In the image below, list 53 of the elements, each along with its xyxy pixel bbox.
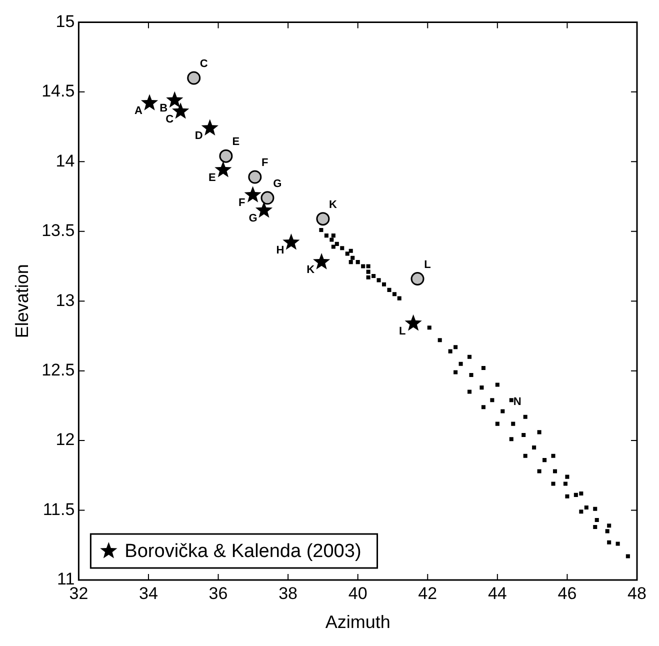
x-axis-title: Azimuth: [325, 612, 390, 632]
y-axis-title: Elevation: [12, 264, 32, 338]
point: [410, 272, 424, 286]
y-tick-label: 13: [56, 290, 75, 310]
point: [316, 212, 330, 226]
annotation: K: [328, 198, 337, 211]
annotation: L: [398, 325, 406, 338]
annotation: L: [424, 258, 432, 271]
annotation: K: [306, 264, 315, 276]
annotation: F: [262, 157, 269, 170]
point: [214, 161, 232, 178]
annotation: G: [248, 212, 258, 224]
point: [140, 94, 158, 110]
annotation: A: [134, 105, 143, 118]
x-tick-label: 36: [208, 584, 228, 603]
point: [255, 201, 273, 218]
point: [260, 191, 274, 205]
x-tick-label: 48: [628, 584, 646, 603]
x-tick-label: 46: [558, 584, 577, 603]
y-tick-label: 14: [56, 151, 75, 170]
point: [219, 149, 233, 163]
point: [248, 170, 262, 184]
annotation: E: [208, 172, 216, 184]
y-tick-label: 14.5: [42, 82, 75, 101]
point: [404, 314, 422, 331]
x-tick-label: 38: [278, 584, 298, 603]
annotation: B: [160, 102, 168, 114]
annotation: E: [232, 136, 240, 148]
annotation: N: [513, 396, 522, 408]
x-tick-label: 34: [139, 584, 158, 603]
point: [312, 253, 330, 270]
x-tick-label: 42: [418, 584, 438, 603]
point: [187, 71, 201, 85]
x-tick-label: 44: [488, 584, 507, 603]
annotation: F: [238, 197, 246, 210]
y-tick-label: 12.5: [42, 360, 75, 380]
y-tick-label: 13.5: [42, 221, 75, 240]
annotation: D: [194, 130, 203, 142]
annotation: G: [273, 178, 282, 190]
point: [172, 102, 190, 119]
legend-label: Borovička & Kalenda (2003): [124, 541, 362, 562]
point: [166, 91, 184, 108]
point: [282, 234, 300, 250]
y-tick-label: 15: [56, 12, 75, 31]
y-tick-label: 12: [56, 430, 75, 450]
y-tick-label: 11.5: [42, 500, 75, 519]
x-tick-label: 32: [69, 584, 88, 603]
annotation: C: [200, 58, 208, 70]
annotation: C: [166, 113, 174, 126]
x-tick-label: 40: [348, 584, 368, 603]
point: [244, 186, 262, 202]
annotation: H: [276, 244, 284, 257]
point: [201, 119, 218, 136]
